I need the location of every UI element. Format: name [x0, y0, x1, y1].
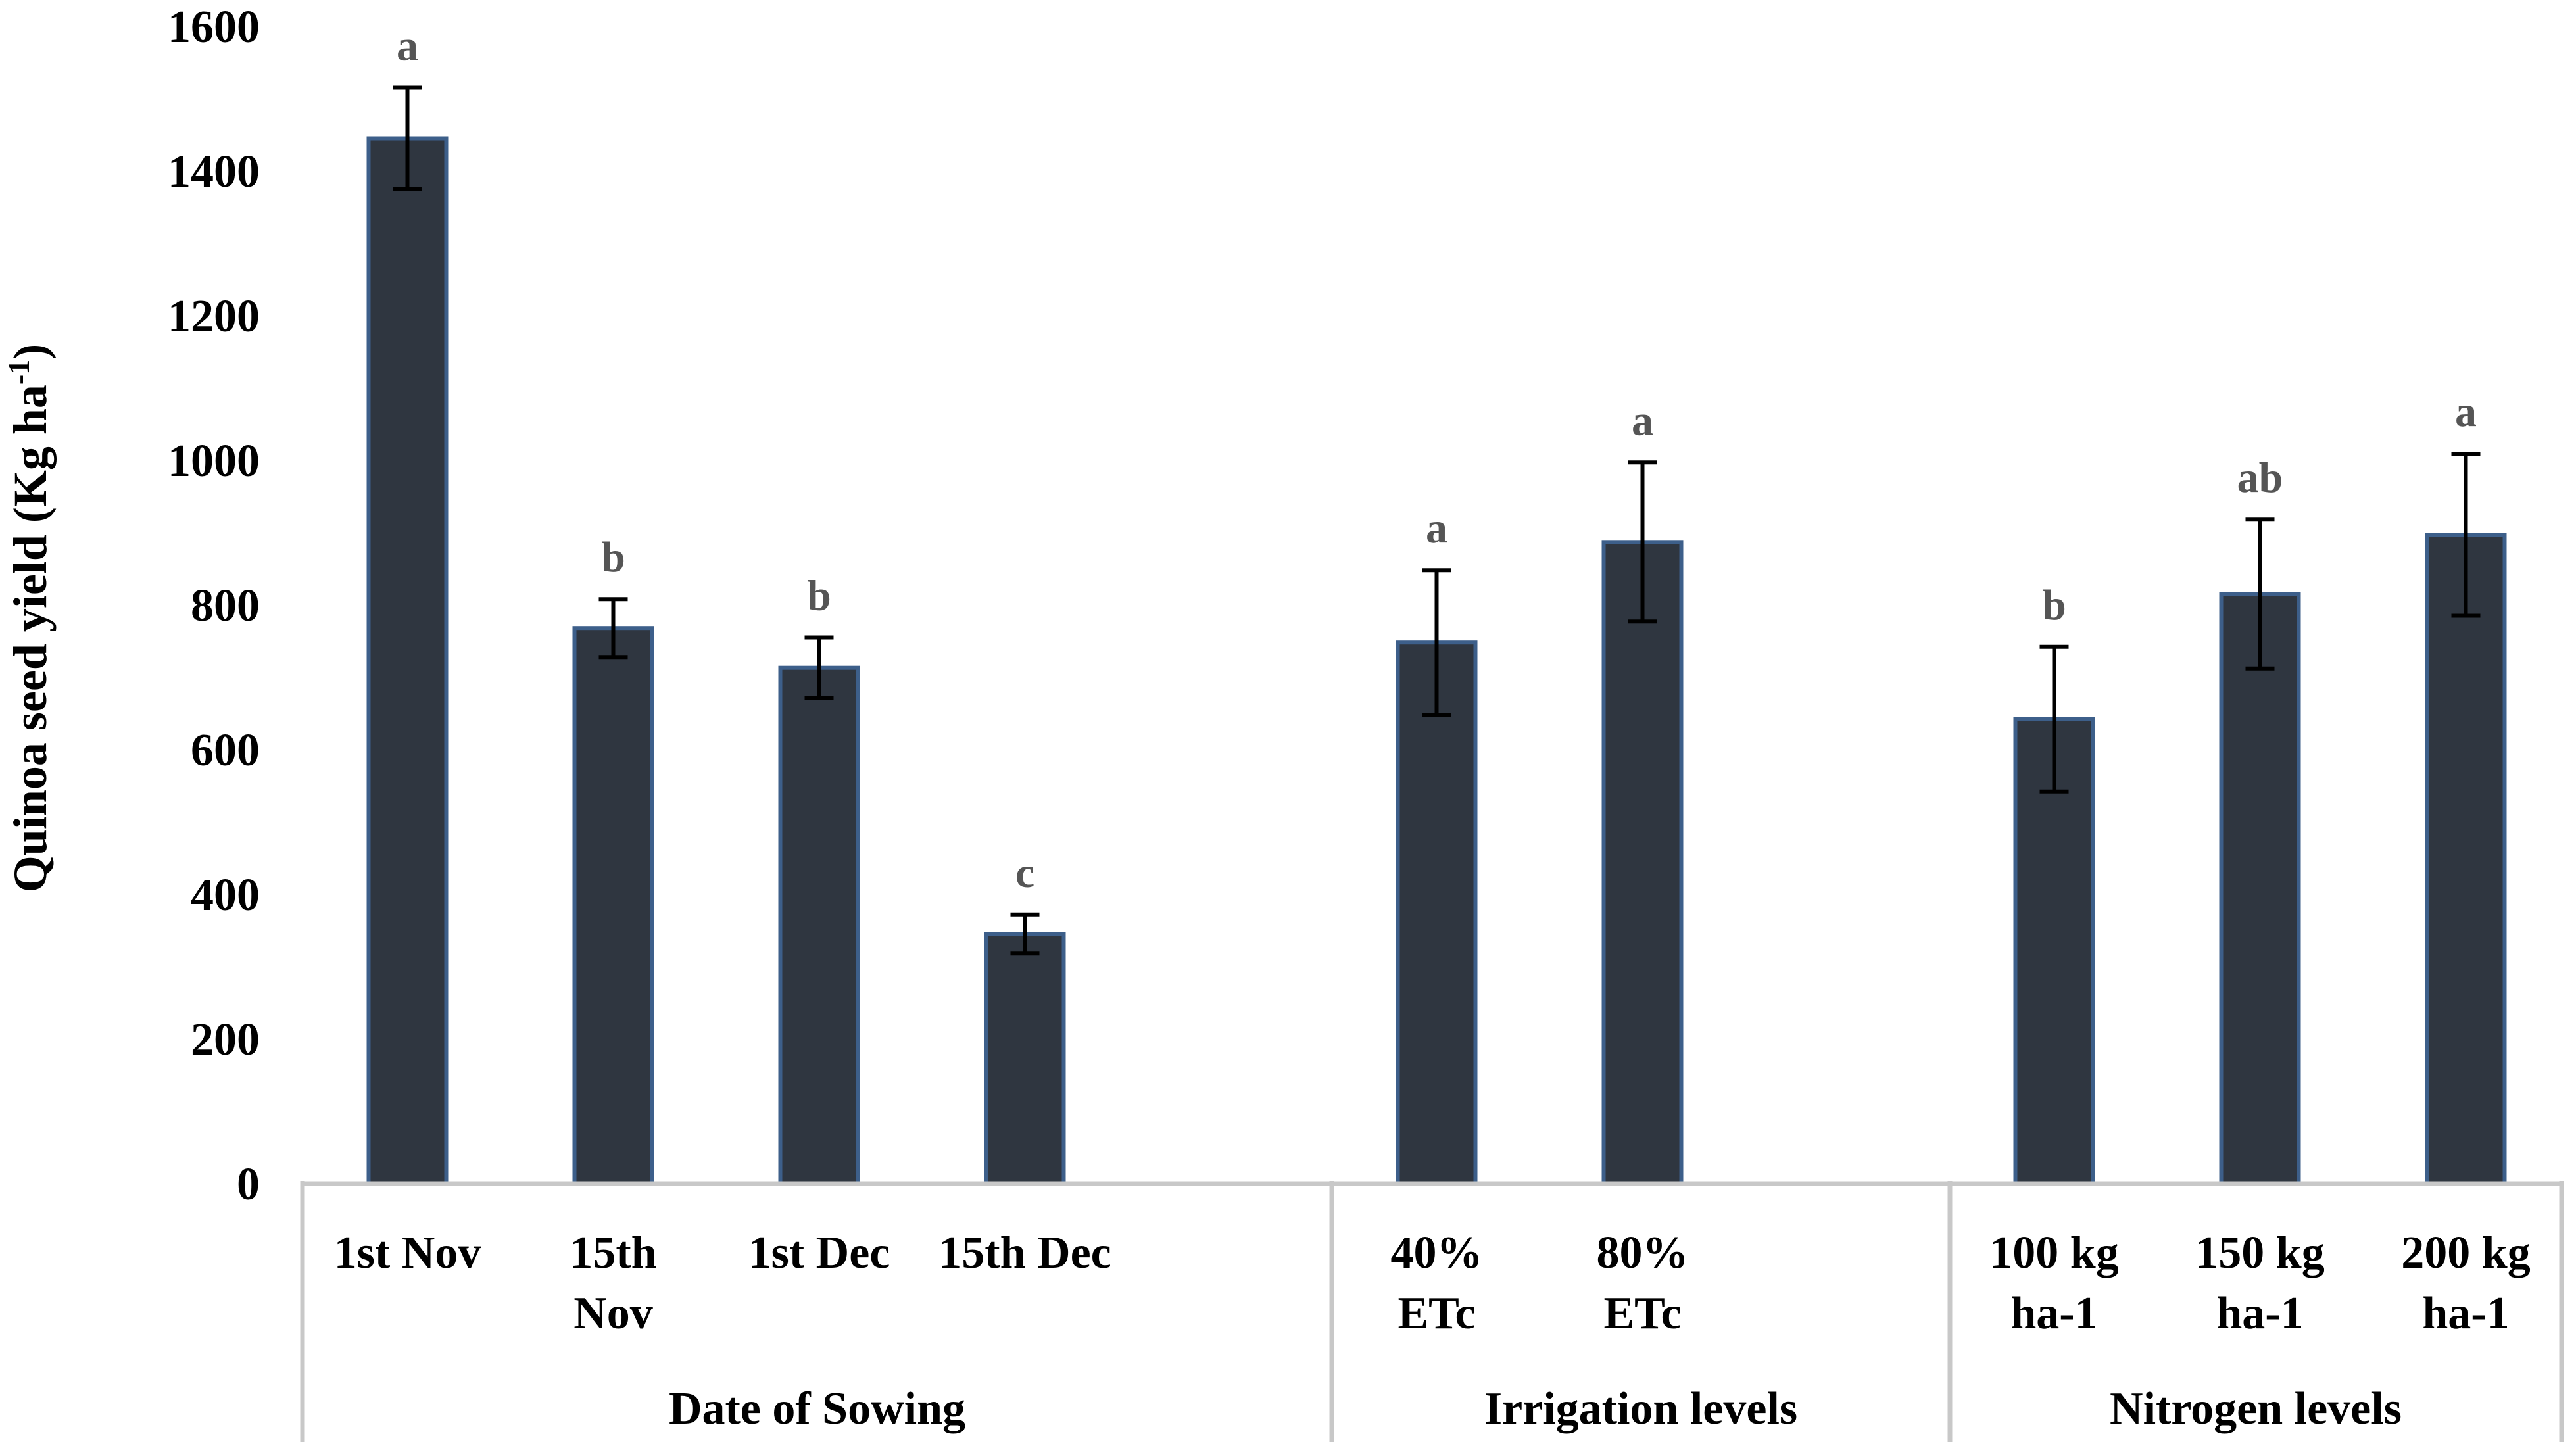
significance-label-0-1: b	[601, 533, 625, 581]
x-axis: 1st Nov 15th Nov 1st Dec 15th Dec 40% ETc 80% ET…	[300, 1181, 2564, 1442]
bar-0-2	[778, 665, 860, 1186]
significance-label-2-0: b	[2042, 581, 2066, 629]
significance-label-0-3: c	[1015, 849, 1034, 897]
bar-0-3	[984, 932, 1066, 1186]
error-bar-2-0	[2039, 644, 2069, 794]
group-label-2: Nitrogen levels	[2110, 1383, 2402, 1434]
significance-label-2-2: a	[2455, 388, 2477, 436]
group-label-1: Irrigation levels	[1484, 1383, 1797, 1434]
y-tick-label-1600: 1600	[168, 2, 260, 53]
y-axis-ticks: 0 200 400 600 800 1000 1200 1400 1600	[168, 2, 260, 1210]
error-bar-0-2	[804, 635, 834, 700]
category-label-0-3: 15th Dec	[938, 1228, 1111, 1278]
error-bar-2-2	[2451, 452, 2481, 618]
y-tick-label-1200: 1200	[168, 291, 260, 342]
bar-1-1	[1601, 540, 1684, 1186]
significance-label-1-1: a	[1632, 397, 1653, 445]
category-label-2-2: 200 kg ha-1	[2401, 1228, 2530, 1339]
significance-label-0-2: b	[807, 572, 831, 620]
group-label-0: Date of Sowing	[669, 1383, 965, 1434]
category-label-2-1: 150 kg ha-1	[2195, 1228, 2324, 1339]
category-label-0-0: 1st Nov	[334, 1228, 481, 1278]
bar-0-1	[572, 626, 654, 1186]
bar-0-0	[366, 136, 449, 1186]
y-tick-label-1000: 1000	[168, 436, 260, 487]
y-axis-title: Quinoa seed yield (Kg ha-1)	[2, 344, 57, 892]
y-tick-label-200: 200	[191, 1015, 260, 1065]
significance-label-2-1: ab	[2237, 454, 2283, 502]
y-tick-label-0: 0	[237, 1159, 260, 1210]
bar-2-1	[2219, 592, 2301, 1186]
y-tick-label-800: 800	[191, 581, 260, 631]
y-tick-label-400: 400	[191, 870, 260, 921]
error-bar-0-1	[598, 597, 628, 660]
error-bar-1-1	[1628, 460, 1657, 624]
y-axis-title-text: Quinoa seed yield (Kg ha-1)	[2, 344, 57, 892]
bar-1-0	[1396, 640, 1478, 1186]
error-bar-0-0	[393, 85, 422, 191]
bar-2-2	[2425, 533, 2507, 1186]
error-bar-2-1	[2245, 517, 2275, 671]
y-tick-label-600: 600	[191, 725, 260, 776]
significance-label-1-0: a	[1426, 504, 1447, 552]
category-label-0-1: 15th Nov	[570, 1228, 656, 1339]
category-label-1-0: 40% ETc	[1391, 1228, 1483, 1339]
y-tick-label-1400: 1400	[168, 147, 260, 197]
significance-label-0-0: a	[397, 22, 418, 70]
category-label-0-2: 1st Dec	[748, 1228, 890, 1278]
error-bar-1-0	[1422, 568, 1451, 717]
category-label-1-1: 80% ETc	[1597, 1228, 1689, 1339]
category-label-2-0: 100 kg ha-1	[1989, 1228, 2118, 1339]
error-bar-0-3	[1010, 912, 1040, 956]
